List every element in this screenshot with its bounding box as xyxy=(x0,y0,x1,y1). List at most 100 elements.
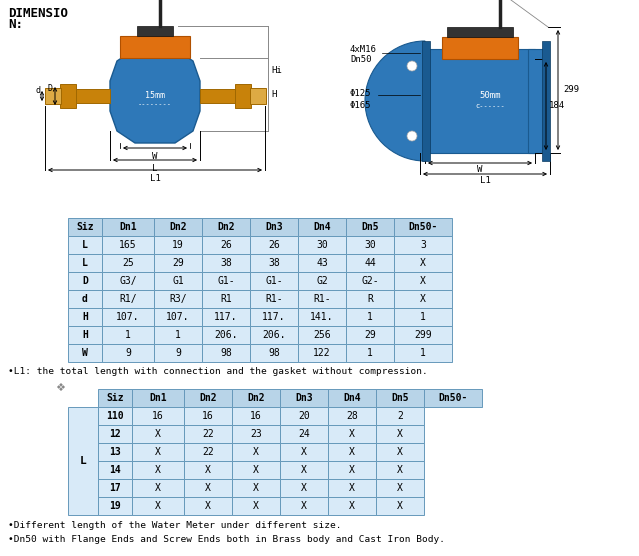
Text: 44: 44 xyxy=(364,258,376,268)
Bar xyxy=(250,308,298,326)
Bar xyxy=(102,290,154,308)
Text: R1: R1 xyxy=(220,294,232,304)
Bar xyxy=(376,407,424,425)
Text: R: R xyxy=(367,294,373,304)
Text: 122: 122 xyxy=(313,348,331,358)
Bar xyxy=(442,37,518,59)
Text: X: X xyxy=(155,447,161,457)
Text: R1-: R1- xyxy=(313,294,331,304)
Bar xyxy=(376,479,424,497)
Bar xyxy=(394,236,452,254)
Bar xyxy=(202,272,250,290)
Bar xyxy=(102,218,154,236)
Bar xyxy=(298,272,346,290)
Text: 38: 38 xyxy=(220,258,232,268)
Text: D: D xyxy=(82,276,88,286)
Text: Φ125: Φ125 xyxy=(350,88,371,97)
Text: X: X xyxy=(301,501,307,511)
Bar xyxy=(280,425,328,443)
Bar xyxy=(68,218,102,236)
Text: 2: 2 xyxy=(397,411,403,421)
Bar xyxy=(98,425,132,443)
Text: •Dn50 with Flange Ends and Screw Ends both in Brass body and Cast Iron Body.: •Dn50 with Flange Ends and Screw Ends bo… xyxy=(8,535,445,544)
Text: X: X xyxy=(397,501,403,511)
Bar xyxy=(98,461,132,479)
Text: X: X xyxy=(397,465,403,475)
Text: X: X xyxy=(205,465,211,475)
Text: X: X xyxy=(155,465,161,475)
Text: X: X xyxy=(397,447,403,457)
Bar xyxy=(132,389,184,407)
Bar xyxy=(250,254,298,272)
Text: W: W xyxy=(152,152,158,161)
Text: 16: 16 xyxy=(202,411,214,421)
Text: X: X xyxy=(253,483,259,493)
Bar xyxy=(394,272,452,290)
Bar xyxy=(102,326,154,344)
Bar xyxy=(298,344,346,362)
Text: d: d xyxy=(82,294,88,304)
Text: 16: 16 xyxy=(152,411,164,421)
Bar xyxy=(98,497,132,515)
Text: G1-: G1- xyxy=(265,276,283,286)
Text: L: L xyxy=(82,240,88,250)
Text: H: H xyxy=(82,330,88,340)
Text: 50mm: 50mm xyxy=(479,92,501,101)
Bar xyxy=(328,407,376,425)
Bar xyxy=(447,27,513,37)
Bar xyxy=(75,89,110,103)
Bar xyxy=(298,308,346,326)
Text: X: X xyxy=(205,501,211,511)
Text: 206.: 206. xyxy=(214,330,238,340)
Bar xyxy=(298,236,346,254)
Text: X: X xyxy=(301,447,307,457)
Text: X: X xyxy=(420,258,426,268)
Text: DIMENSIO: DIMENSIO xyxy=(8,7,68,20)
Bar xyxy=(422,41,430,161)
Bar xyxy=(132,425,184,443)
Bar xyxy=(98,443,132,461)
Bar xyxy=(232,407,280,425)
Circle shape xyxy=(407,61,417,71)
Text: G1-: G1- xyxy=(217,276,235,286)
Text: G2-: G2- xyxy=(361,276,379,286)
Text: 98: 98 xyxy=(220,348,232,358)
Bar xyxy=(184,479,232,497)
Text: D: D xyxy=(48,84,53,93)
Text: 25: 25 xyxy=(122,258,134,268)
Bar xyxy=(298,290,346,308)
Bar xyxy=(68,236,102,254)
Text: 141.: 141. xyxy=(311,312,334,322)
Bar xyxy=(542,41,550,161)
Bar xyxy=(132,497,184,515)
Text: Dn5: Dn5 xyxy=(361,222,379,232)
Bar xyxy=(202,326,250,344)
Bar xyxy=(425,49,535,153)
Text: X: X xyxy=(349,465,355,475)
Text: X: X xyxy=(301,483,307,493)
Bar xyxy=(102,308,154,326)
Bar xyxy=(132,407,184,425)
Text: H: H xyxy=(82,312,88,322)
Text: 12: 12 xyxy=(109,429,121,439)
Text: Dn50-: Dn50- xyxy=(438,393,468,403)
Text: X: X xyxy=(349,447,355,457)
Bar xyxy=(298,326,346,344)
Bar xyxy=(68,326,102,344)
Bar xyxy=(280,389,328,407)
Bar xyxy=(250,88,266,104)
Text: W: W xyxy=(477,165,482,174)
Bar xyxy=(250,290,298,308)
Bar xyxy=(280,407,328,425)
Bar xyxy=(154,218,202,236)
Text: 13: 13 xyxy=(109,447,121,457)
Text: L1: L1 xyxy=(150,174,160,183)
Text: 29: 29 xyxy=(172,258,184,268)
Bar xyxy=(424,389,482,407)
Bar xyxy=(184,389,232,407)
Bar xyxy=(394,308,452,326)
Bar xyxy=(328,425,376,443)
Text: 22: 22 xyxy=(202,447,214,457)
Text: 14: 14 xyxy=(109,465,121,475)
Text: N:: N: xyxy=(8,18,23,31)
